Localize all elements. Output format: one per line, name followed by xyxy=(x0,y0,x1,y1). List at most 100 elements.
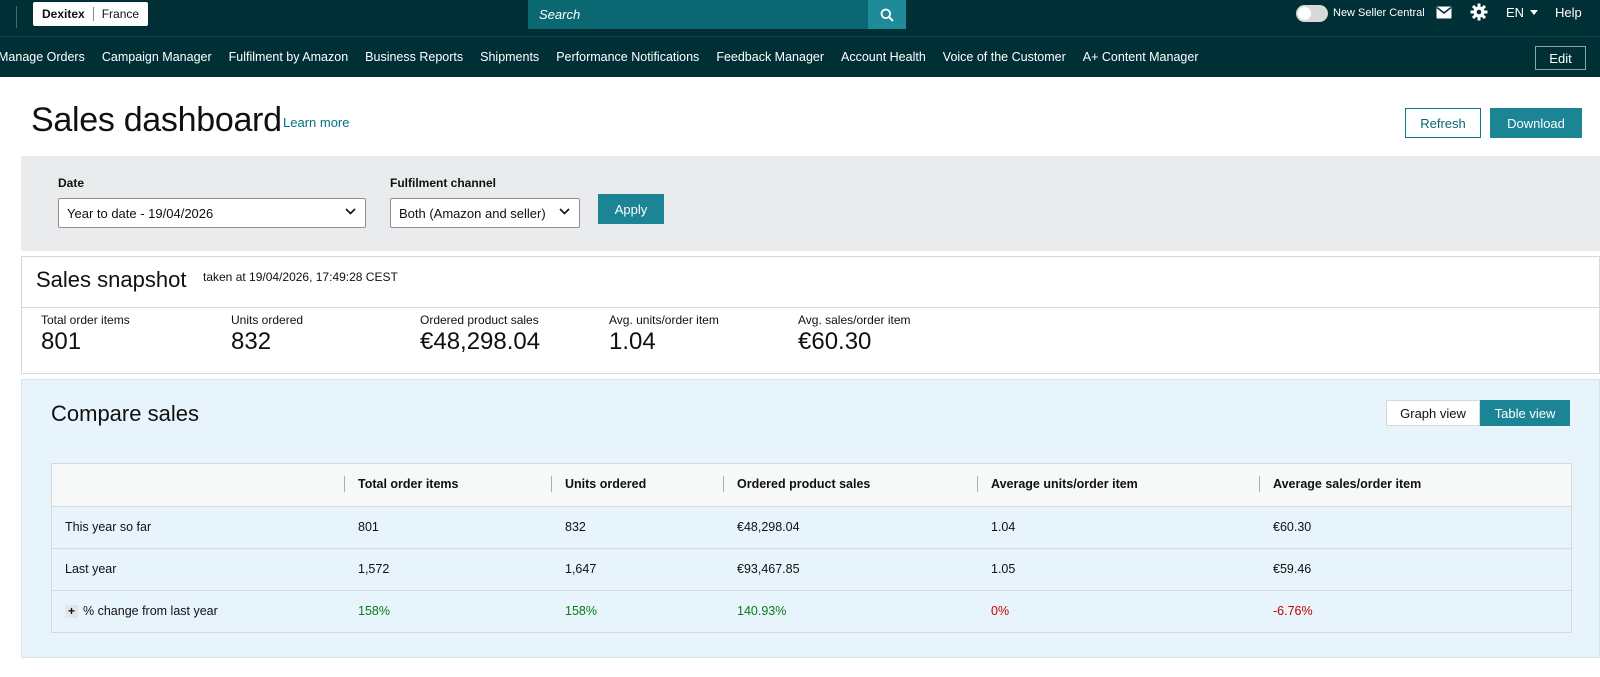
edit-nav-button[interactable]: Edit xyxy=(1535,46,1586,70)
nav-bar: Manage Orders Campaign Manager Fulfilmen… xyxy=(0,36,1600,77)
apply-button[interactable]: Apply xyxy=(598,194,664,224)
language-selector[interactable]: EN xyxy=(1506,5,1539,20)
help-link[interactable]: Help xyxy=(1555,5,1582,20)
account-name: Dexitex xyxy=(42,7,85,21)
refresh-button[interactable]: Refresh xyxy=(1405,108,1481,138)
sales-snapshot: Sales snapshot taken at 19/04/2026, 17:4… xyxy=(21,256,1600,374)
search-icon xyxy=(880,8,894,22)
nav-item-performance-notifications[interactable]: Performance Notifications xyxy=(556,50,700,64)
cell-average-units-per-order-item: 1.05 xyxy=(991,562,1016,576)
cell-total-order-items: 801 xyxy=(358,520,379,534)
expand-row-button[interactable]: + xyxy=(65,604,78,618)
nav-item-account-health[interactable]: Account Health xyxy=(841,50,926,64)
cell-units-ordered: 1,647 xyxy=(565,562,597,576)
snapshot-header: Sales snapshot taken at 19/04/2026, 17:4… xyxy=(22,257,1599,308)
download-button[interactable]: Download xyxy=(1490,108,1582,138)
search-input[interactable] xyxy=(528,0,868,29)
nav-item-a-plus-content-manager[interactable]: A+ Content Manager xyxy=(1082,50,1199,64)
compare-sales-title: Compare sales xyxy=(51,401,199,426)
compare-sales-table: Total order items Units ordered Ordered … xyxy=(51,463,1572,633)
nav-items: Manage Orders Campaign Manager Fulfilmen… xyxy=(0,50,1215,64)
topbar-divider xyxy=(16,6,17,28)
table-view-button[interactable]: Table view xyxy=(1480,400,1570,426)
date-select[interactable]: Year to date - 19/04/2026 xyxy=(58,198,366,228)
nav-item-feedback-manager[interactable]: Feedback Manager xyxy=(716,50,825,64)
header-separator xyxy=(723,476,724,492)
nav-item-business-reports[interactable]: Business Reports xyxy=(365,50,464,64)
nav-item-voice-of-the-customer[interactable]: Voice of the Customer xyxy=(942,50,1066,64)
chevron-down-icon xyxy=(345,208,356,215)
metric-label: Units ordered xyxy=(231,313,304,327)
page-title: Sales dashboard xyxy=(31,101,282,139)
row-label-text: % change from last year xyxy=(83,604,218,618)
account-region: France xyxy=(101,7,140,21)
header-average-sales-per-order-item: Average sales/order item xyxy=(1273,477,1422,491)
table-header-row: Total order items Units ordered Ordered … xyxy=(52,464,1571,506)
snapshot-title: Sales snapshot xyxy=(36,267,187,292)
nav-item-shipments[interactable]: Shipments xyxy=(480,50,540,64)
filters-panel: Date Year to date - 19/04/2026 Fulfilmen… xyxy=(21,156,1600,251)
header-average-units-per-order-item: Average units/order item xyxy=(991,477,1138,491)
nav-item-manage-orders[interactable]: Manage Orders xyxy=(0,50,85,64)
metric-avg-units-per-order-item: Avg. units/order item 1.04 xyxy=(609,313,719,356)
cell-total-order-items-change: 158% xyxy=(358,604,390,618)
nav-item-fulfilment-by-amazon[interactable]: Fulfilment by Amazon xyxy=(228,50,349,64)
metric-value: €48,298.04 xyxy=(420,328,541,355)
header-separator xyxy=(344,476,345,492)
nav-item-campaign-manager[interactable]: Campaign Manager xyxy=(101,50,212,64)
header-total-order-items: Total order items xyxy=(358,477,459,491)
metric-value: 801 xyxy=(41,328,82,355)
metric-ordered-product-sales: Ordered product sales €48,298.04 xyxy=(420,313,540,356)
metric-value: 1.04 xyxy=(609,328,656,355)
new-seller-central-toggle[interactable] xyxy=(1296,5,1328,22)
cell-ordered-product-sales: €48,298.04 xyxy=(737,520,800,534)
cell-average-units-per-order-item: 1.04 xyxy=(991,520,1016,534)
metric-label: Avg. units/order item xyxy=(609,313,719,327)
mail-icon[interactable] xyxy=(1436,6,1452,19)
row-label: Last year xyxy=(65,562,117,576)
metric-label: Avg. sales/order item xyxy=(798,313,911,327)
top-bar: Dexitex France New Seller Central EN Hel… xyxy=(0,0,1600,36)
account-switcher[interactable]: Dexitex France xyxy=(33,2,149,26)
view-toggle: Graph view Table view xyxy=(1386,400,1570,426)
date-select-value: Year to date - 19/04/2026 xyxy=(67,205,214,221)
metric-value: 832 xyxy=(231,328,272,355)
search-button[interactable] xyxy=(868,0,906,29)
cell-average-sales-per-order-item: €59.46 xyxy=(1273,562,1312,576)
search-box xyxy=(528,0,906,29)
metric-label: Total order items xyxy=(41,313,130,327)
fulfilment-channel-select[interactable]: Both (Amazon and seller) xyxy=(390,198,580,228)
cell-units-ordered: 832 xyxy=(565,520,586,534)
graph-view-button[interactable]: Graph view xyxy=(1386,400,1480,426)
metric-value: €60.30 xyxy=(798,328,872,355)
metric-total-order-items: Total order items 801 xyxy=(41,313,130,356)
learn-more-link[interactable]: Learn more xyxy=(283,115,350,130)
table-row-this-year: This year so far 801 832 €48,298.04 1.04… xyxy=(52,506,1571,548)
gear-icon[interactable] xyxy=(1470,3,1488,21)
fulfilment-channel-label: Fulfilment channel xyxy=(390,176,497,190)
chevron-down-icon xyxy=(559,208,570,215)
fulfilment-channel-value: Both (Amazon and seller) xyxy=(399,205,546,221)
row-label: This year so far xyxy=(65,520,152,534)
metric-label: Ordered product sales xyxy=(420,313,539,327)
table-row-last-year: Last year 1,572 1,647 €93,467.85 1.05 €5… xyxy=(52,548,1571,590)
cell-ordered-product-sales-change: 140.93% xyxy=(737,604,787,618)
header-separator xyxy=(977,476,978,492)
header-units-ordered: Units ordered xyxy=(565,477,647,491)
toggle-knob xyxy=(1298,7,1311,20)
cell-average-units-per-order-item-change: 0% xyxy=(991,604,1010,618)
cell-ordered-product-sales: €93,467.85 xyxy=(737,562,800,576)
toggle-label: New Seller Central xyxy=(1333,7,1425,19)
account-separator xyxy=(92,7,94,21)
metric-units-ordered: Units ordered 832 xyxy=(231,313,303,356)
caret-down-icon xyxy=(1530,10,1539,15)
header-separator xyxy=(551,476,552,492)
header-ordered-product-sales: Ordered product sales xyxy=(737,477,871,491)
cell-average-sales-per-order-item: €60.30 xyxy=(1273,520,1312,534)
metric-avg-sales-per-order-item: Avg. sales/order item €60.30 xyxy=(798,313,911,356)
snapshot-timestamp: taken at 19/04/2026, 17:49:28 CEST xyxy=(203,270,398,284)
header-separator xyxy=(1259,476,1260,492)
compare-sales-panel: Compare sales Graph view Table view Tota… xyxy=(21,379,1600,658)
cell-total-order-items: 1,572 xyxy=(358,562,390,576)
table-row-percent-change: + % change from last year 158% 158% 140.9… xyxy=(52,590,1571,632)
